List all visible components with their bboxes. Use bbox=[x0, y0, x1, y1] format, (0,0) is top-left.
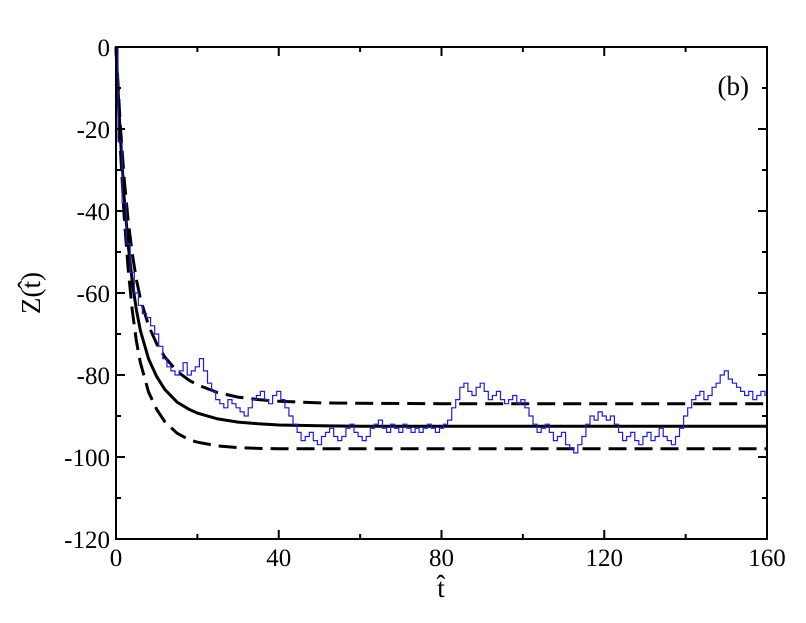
y-tick-label--40: -40 bbox=[77, 199, 110, 226]
x-tick-label-120: 120 bbox=[586, 545, 624, 572]
series-dashed-black-upper bbox=[114, 46, 767, 406]
panel-label: (b) bbox=[718, 71, 749, 101]
y-tick-label--60: -60 bbox=[77, 281, 110, 308]
x-tick-label-160: 160 bbox=[748, 545, 786, 572]
series-layer bbox=[114, 46, 767, 454]
ticks-layer: 0 40 80 120 160 0 -20 -40 -60 -80 -100 -120 bbox=[64, 35, 786, 572]
y-tick-label--100: -100 bbox=[64, 445, 110, 472]
y-tick-label--20: -20 bbox=[77, 117, 110, 144]
x-tick-label-80: 80 bbox=[429, 545, 454, 572]
y-axis-label: Z(t̂) bbox=[16, 272, 46, 314]
series-blue-trace bbox=[116, 46, 767, 454]
x-tick-label-40: 40 bbox=[266, 545, 291, 572]
y-tick-label--120: -120 bbox=[64, 527, 110, 554]
x-tick-label-0: 0 bbox=[110, 545, 123, 572]
y-tick-label--80: -80 bbox=[77, 363, 110, 390]
y-tick-label-0: 0 bbox=[98, 35, 111, 62]
plot-frame bbox=[115, 46, 768, 540]
series-solid-black bbox=[114, 46, 767, 428]
series-dashed-black-lower bbox=[114, 46, 767, 451]
x-axis-label: t̂ bbox=[436, 573, 446, 603]
